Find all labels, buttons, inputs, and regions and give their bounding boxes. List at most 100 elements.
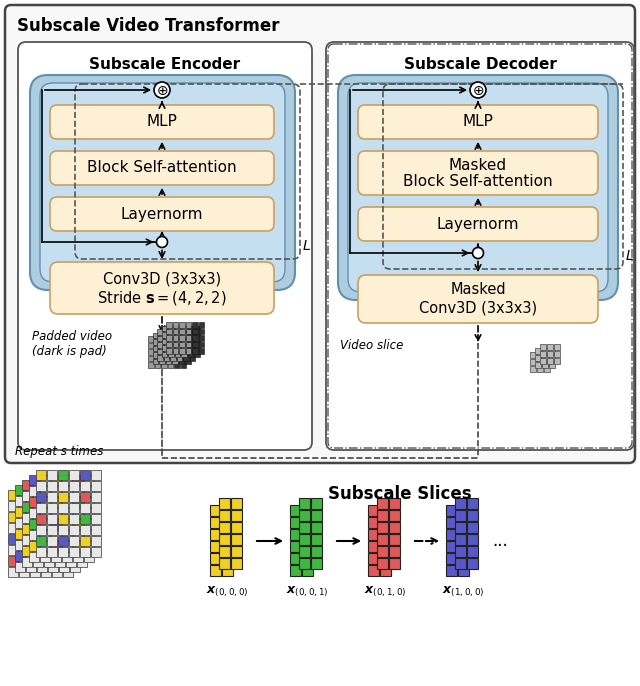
Bar bbox=[192, 329, 198, 334]
Bar bbox=[52, 556, 62, 566]
Bar bbox=[455, 546, 466, 557]
Bar bbox=[161, 342, 166, 348]
Bar bbox=[41, 545, 51, 555]
Bar bbox=[467, 546, 478, 557]
Bar bbox=[210, 529, 221, 540]
Bar bbox=[540, 344, 546, 350]
Text: L: L bbox=[303, 239, 311, 253]
Bar bbox=[55, 557, 65, 567]
Bar bbox=[52, 545, 62, 555]
Bar bbox=[159, 352, 164, 357]
Bar bbox=[170, 355, 176, 361]
Bar bbox=[219, 510, 230, 521]
Bar bbox=[549, 362, 556, 368]
Bar bbox=[166, 333, 172, 338]
Bar bbox=[73, 497, 83, 507]
Bar bbox=[19, 490, 29, 500]
Bar bbox=[186, 322, 191, 328]
Bar bbox=[15, 507, 25, 517]
Bar bbox=[55, 480, 65, 490]
Bar bbox=[41, 523, 51, 533]
Bar bbox=[15, 529, 25, 539]
Bar bbox=[183, 355, 189, 361]
FancyBboxPatch shape bbox=[358, 105, 598, 139]
Bar bbox=[380, 565, 391, 576]
Bar bbox=[154, 342, 160, 348]
Bar bbox=[37, 496, 47, 506]
Bar bbox=[377, 534, 388, 545]
Bar bbox=[188, 332, 193, 338]
Bar bbox=[181, 338, 187, 344]
Bar bbox=[80, 536, 90, 546]
Bar bbox=[389, 522, 400, 533]
Bar bbox=[157, 342, 163, 348]
Bar bbox=[26, 496, 36, 506]
FancyBboxPatch shape bbox=[338, 75, 618, 300]
Bar bbox=[380, 517, 391, 528]
Bar bbox=[210, 565, 221, 576]
Bar bbox=[377, 558, 388, 569]
Bar bbox=[544, 366, 550, 372]
Bar bbox=[19, 545, 29, 555]
Bar bbox=[446, 565, 457, 576]
Text: Subscale Decoder: Subscale Decoder bbox=[404, 57, 556, 72]
Bar bbox=[537, 366, 543, 372]
Bar bbox=[161, 338, 167, 344]
Bar bbox=[168, 342, 173, 348]
Bar bbox=[22, 546, 32, 556]
Bar bbox=[44, 502, 54, 512]
Bar bbox=[455, 522, 466, 533]
Bar bbox=[80, 547, 90, 557]
FancyBboxPatch shape bbox=[358, 207, 598, 241]
Circle shape bbox=[157, 237, 168, 248]
Bar bbox=[222, 517, 233, 528]
Bar bbox=[540, 351, 546, 357]
Bar bbox=[544, 359, 550, 365]
Bar bbox=[22, 535, 32, 545]
Bar bbox=[302, 505, 313, 516]
Bar bbox=[161, 355, 166, 362]
Bar bbox=[540, 358, 546, 364]
Bar bbox=[446, 505, 457, 516]
Bar bbox=[186, 329, 191, 334]
Bar bbox=[152, 359, 158, 364]
Bar bbox=[48, 518, 58, 528]
Bar bbox=[542, 348, 548, 354]
Bar bbox=[15, 540, 25, 550]
Bar bbox=[84, 530, 94, 540]
Bar bbox=[48, 551, 58, 561]
Bar bbox=[63, 523, 73, 533]
Bar bbox=[148, 336, 154, 342]
Bar bbox=[52, 567, 62, 577]
Bar bbox=[36, 536, 46, 546]
Bar bbox=[62, 475, 72, 485]
Bar bbox=[51, 475, 61, 485]
Bar bbox=[542, 362, 548, 368]
Bar bbox=[547, 351, 553, 357]
Text: $\boldsymbol{x}_{(0,0,1)}$: $\boldsymbol{x}_{(0,0,1)}$ bbox=[285, 585, 328, 600]
Bar bbox=[290, 517, 301, 528]
Text: Block Self-attention: Block Self-attention bbox=[87, 161, 237, 176]
Bar bbox=[58, 492, 68, 502]
Bar bbox=[231, 558, 242, 569]
Bar bbox=[77, 524, 87, 534]
Text: Padded video
(dark is pad): Padded video (dark is pad) bbox=[32, 330, 112, 358]
Bar bbox=[183, 329, 189, 335]
Bar bbox=[549, 355, 556, 362]
Bar bbox=[222, 565, 233, 576]
Bar bbox=[62, 541, 72, 551]
Bar bbox=[290, 529, 301, 540]
Bar bbox=[161, 336, 166, 342]
Bar bbox=[44, 535, 54, 545]
Bar bbox=[467, 558, 478, 569]
Bar bbox=[377, 510, 388, 521]
Bar bbox=[44, 513, 54, 523]
Bar bbox=[33, 513, 43, 523]
Bar bbox=[70, 496, 80, 506]
Bar bbox=[37, 529, 47, 539]
Bar bbox=[52, 523, 62, 533]
Bar bbox=[172, 346, 178, 351]
Bar bbox=[290, 505, 301, 516]
Bar bbox=[544, 352, 550, 358]
Bar bbox=[52, 512, 62, 522]
